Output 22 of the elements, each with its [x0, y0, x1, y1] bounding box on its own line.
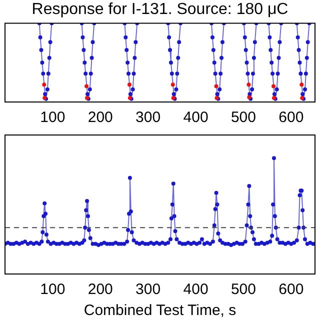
point [127, 82, 132, 87]
x-tick-label: 500 [230, 109, 256, 126]
x-tick-label: 100 [40, 281, 66, 298]
x-tick-label: 600 [278, 281, 304, 298]
x-tick-label: 600 [278, 109, 304, 126]
point [246, 82, 251, 87]
point [272, 84, 276, 88]
x-tick-label: 300 [136, 109, 161, 126]
point [170, 82, 175, 87]
x-tick-label: 100 [40, 109, 66, 126]
point [84, 84, 89, 88]
x-axis-title: Combined Test Time, s [84, 302, 236, 320]
point [300, 82, 304, 87]
point [214, 84, 218, 88]
point [42, 82, 46, 87]
chart-title: Response for I-131. Source: 180 μC [32, 1, 288, 18]
x-tick-label: 200 [88, 109, 113, 126]
x-tick-label: 200 [88, 281, 113, 298]
x-tick-label: 400 [183, 281, 208, 298]
x-tick-label: 300 [136, 281, 161, 298]
x-tick-label: 400 [183, 109, 208, 126]
x-tick-label: 500 [230, 281, 256, 298]
